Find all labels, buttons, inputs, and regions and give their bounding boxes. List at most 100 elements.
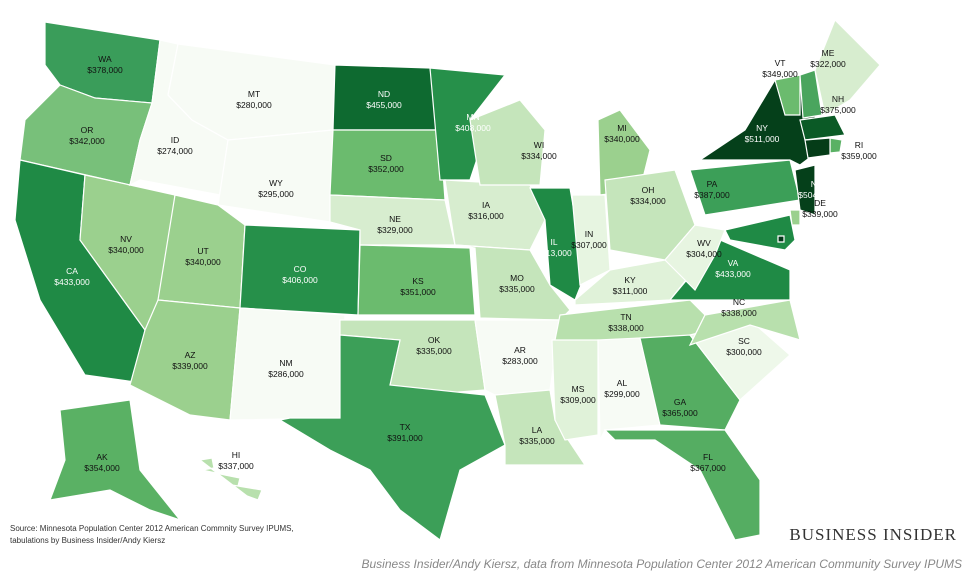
state-code: WA — [98, 54, 112, 64]
state-value: $280,000 — [236, 100, 272, 110]
state-code: NY — [756, 123, 768, 133]
state — [597, 109, 651, 196]
state-value: $338,000 — [608, 323, 644, 333]
state-value: $367,000 — [690, 463, 726, 473]
state-code: ND — [378, 89, 390, 99]
state-value: $352,000 — [368, 164, 404, 174]
state-code: NJ — [811, 179, 821, 189]
state-code: LA — [532, 425, 543, 435]
state-code: SC — [738, 336, 750, 346]
state-value: $307,000 — [571, 240, 607, 250]
state-value: $511,000 — [745, 134, 780, 144]
state-value: $304,000 — [686, 249, 722, 259]
state-code: CA — [66, 266, 78, 276]
state-code: MI — [617, 123, 626, 133]
state-value: $340,000 — [108, 245, 144, 255]
state-code: NC — [733, 297, 745, 307]
state-code: NV — [120, 234, 132, 244]
state-code: NH — [832, 94, 844, 104]
state — [804, 137, 831, 159]
state-code: AK — [96, 452, 108, 462]
state — [799, 114, 846, 141]
state-value: $322,000 — [810, 59, 846, 69]
state-value: $339,000 — [802, 209, 838, 219]
state-value: $334,000 — [521, 151, 557, 161]
state — [774, 74, 801, 116]
state — [688, 299, 801, 347]
state-code: OR — [81, 125, 94, 135]
state-code: VA — [728, 258, 739, 268]
state-code: ME — [822, 48, 835, 58]
state-value: $316,000 — [468, 211, 504, 221]
state-code: RI — [855, 140, 864, 150]
state-value: $354,000 — [84, 463, 120, 473]
state-value: $309,000 — [560, 395, 596, 405]
state-value: $433,000 — [715, 269, 751, 279]
state-value: $349,000 — [762, 69, 798, 79]
source: Source: Minnesota Population Center 2012… — [10, 524, 294, 533]
state — [278, 334, 506, 542]
state-value: $334,000 — [630, 196, 666, 206]
state — [551, 339, 599, 441]
state — [49, 399, 182, 522]
state-code: NE — [389, 214, 401, 224]
state-code: DC — [808, 247, 820, 257]
state-code: MA — [856, 114, 869, 124]
state-code: KS — [412, 276, 424, 286]
state-value: $337,000 — [218, 461, 254, 471]
state-code: IL — [550, 237, 557, 247]
state-value: $406,000 — [282, 275, 318, 285]
state-value: $286,000 — [268, 369, 304, 379]
state-code: OH — [642, 185, 655, 195]
state — [603, 429, 761, 541]
caption: Business Insider/Andy Kiersz, data from … — [362, 557, 963, 571]
brand: BUSINESS INSIDER — [789, 525, 957, 544]
state-value: $274,000 — [157, 146, 193, 156]
state-code: AZ — [185, 350, 196, 360]
state-value: $283,000 — [502, 356, 538, 366]
state-code: AL — [617, 378, 628, 388]
state — [217, 129, 334, 223]
state-value: $329,000 — [377, 225, 413, 235]
state-code: TN — [620, 312, 631, 322]
state-value: $378,000 — [87, 65, 123, 75]
state — [469, 99, 546, 186]
state-code: HI — [232, 450, 241, 460]
state — [814, 18, 881, 116]
state — [639, 334, 741, 431]
state-code: MO — [510, 273, 524, 283]
state-value: $435,000 — [796, 236, 832, 246]
state-value: $295,000 — [258, 189, 294, 199]
state-code: TX — [400, 422, 411, 432]
state-code: DE — [814, 198, 826, 208]
state-code: MS — [572, 384, 585, 394]
state-code: CO — [294, 264, 307, 274]
state-value: $504,000 — [798, 190, 834, 200]
state — [724, 214, 796, 251]
state-value: $351,000 — [400, 287, 436, 297]
state — [664, 224, 726, 291]
state-code: GA — [674, 397, 687, 407]
state-code: IA — [482, 200, 490, 210]
state-code: CT — [829, 155, 840, 165]
state — [597, 337, 661, 441]
state-code: MN — [466, 112, 479, 122]
state-code: SD — [380, 153, 392, 163]
state-value: $311,000 — [613, 286, 648, 296]
state-code: UT — [197, 246, 208, 256]
state-code: MT — [248, 89, 260, 99]
state-value: $413,000 — [536, 248, 572, 258]
state-value: $408,000 — [455, 123, 491, 133]
state-code: OK — [428, 335, 441, 345]
state-value: $359,000 — [841, 151, 877, 161]
state-value: $335,000 — [416, 346, 452, 356]
state-value: $339,000 — [172, 361, 208, 371]
state-code: NM — [279, 358, 292, 368]
state-value: $391,000 — [387, 433, 423, 443]
state-value: $365,000 — [662, 408, 698, 418]
state-value: $387,000 — [694, 190, 730, 200]
state — [829, 137, 843, 154]
state-value: $688,000 — [796, 258, 832, 268]
